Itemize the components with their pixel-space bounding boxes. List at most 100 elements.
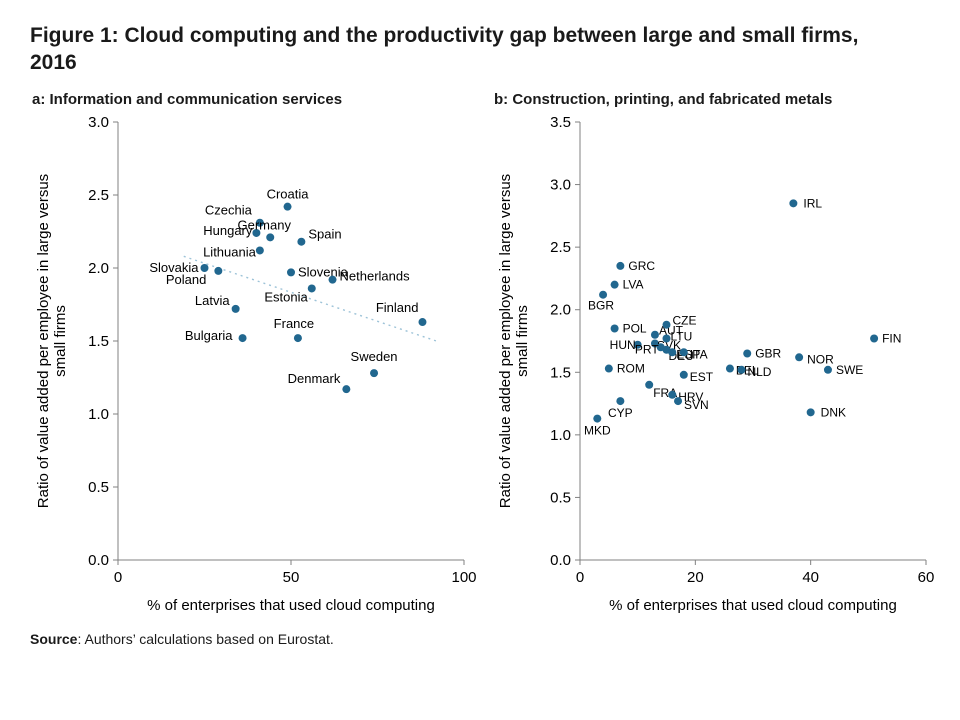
data-point <box>418 317 427 326</box>
point-label: Denmark <box>288 371 341 386</box>
point-label: MKD <box>584 423 611 437</box>
y-tick-label: 1.5 <box>550 364 571 381</box>
x-axis-label: % of enterprises that used cloud computi… <box>609 597 897 614</box>
x-tick-label: 0 <box>576 569 584 586</box>
point-label: HRV <box>678 389 703 403</box>
y-tick-label: 0.0 <box>88 552 109 569</box>
y-tick-label: 2.5 <box>550 239 571 256</box>
data-point <box>870 334 879 343</box>
x-tick-label: 0 <box>114 569 122 586</box>
data-point <box>674 396 683 405</box>
point-label: ROM <box>617 361 645 375</box>
panel-b-title: b: Construction, printing, and fabricate… <box>494 90 833 108</box>
scatter-chart-b: 0.0 0.5 1.0 1.5 2.0 2.5 3.0 3.5 0 20 40 60 MKD BGR ROM… <box>497 114 935 614</box>
point-label: POL <box>623 321 647 335</box>
point-label: BGR <box>588 298 614 312</box>
data-point <box>645 380 654 389</box>
data-point <box>214 266 223 275</box>
data-point <box>650 339 659 348</box>
point-label: Netherlands <box>340 268 411 283</box>
x-tick-label: 40 <box>802 569 819 586</box>
data-point <box>370 368 379 377</box>
data-point <box>200 263 209 272</box>
data-point <box>307 284 316 293</box>
data-point <box>789 198 798 207</box>
point-label: Spain <box>308 226 341 241</box>
data-point <box>662 334 671 343</box>
source-label: Source <box>30 630 78 647</box>
y-tick-label: 1.0 <box>550 426 571 443</box>
data-point <box>255 218 264 227</box>
panel-b: b: Construction, printing, and fabricate… <box>492 91 944 623</box>
point-label: Poland <box>166 272 206 287</box>
data-point <box>599 290 608 299</box>
x-axis-label: % of enterprises that used cloud computi… <box>147 597 435 614</box>
data-point <box>293 333 302 342</box>
data-point <box>593 414 602 423</box>
data-point <box>743 349 752 358</box>
data-point <box>737 365 746 374</box>
x-tick-label: 100 <box>451 569 476 586</box>
y-tick-label: 3.0 <box>88 114 109 131</box>
data-point <box>283 202 292 211</box>
point-label: SVN <box>684 398 709 412</box>
point-label: PRT <box>635 342 659 356</box>
source-note: Source: Authors’ calculations based on E… <box>30 631 932 647</box>
data-point <box>287 267 295 276</box>
trend-line <box>183 255 437 342</box>
point-label: Hungary <box>203 223 253 238</box>
x-tick-label: 50 <box>283 569 300 586</box>
point-label: CYP <box>608 406 633 420</box>
data-point <box>610 324 619 333</box>
y-tick-label: 0.0 <box>550 552 571 569</box>
data-point <box>679 370 688 379</box>
panel-a: a: Information and communication service… <box>30 91 482 623</box>
point-label: NLD <box>747 364 771 378</box>
data-point <box>668 347 677 356</box>
x-tick-label: 20 <box>687 569 704 586</box>
data-point <box>668 390 677 399</box>
data-point <box>610 280 619 289</box>
data-point <box>255 246 264 255</box>
point-label: SWE <box>836 362 863 376</box>
point-label: Sweden <box>351 349 398 364</box>
y-tick-label: 0.5 <box>550 489 571 506</box>
y-tick-label: 3.0 <box>550 176 571 193</box>
y-tick-label: 1.0 <box>88 406 109 423</box>
point-label: CZE <box>673 313 697 327</box>
point-label: France <box>274 316 314 331</box>
data-point <box>633 340 642 349</box>
point-label: Czechia <box>205 202 253 217</box>
point-label: Slovakia <box>149 260 199 275</box>
point-label: ITA <box>690 347 708 361</box>
data-point <box>231 304 240 313</box>
x-tick-label: 60 <box>918 569 935 586</box>
data-point <box>238 333 247 342</box>
point-label: Latvia <box>195 292 230 307</box>
y-tick-label: 3.5 <box>550 114 571 131</box>
y-tick-label: 2.5 <box>88 187 109 204</box>
y-axis-label: Ratio of value added per employee in lar… <box>35 173 69 507</box>
point-label: HUN <box>610 337 636 351</box>
point-label: Germany <box>238 217 292 232</box>
data-point <box>252 228 261 237</box>
data-point <box>297 237 306 246</box>
scatter-chart-a: 0.0 0.5 1.0 1.5 2.0 2.5 3.0 0 50 100 SlovakiaPolan… <box>35 114 477 614</box>
y-tick-label: 0.5 <box>88 479 109 496</box>
data-point <box>342 384 351 393</box>
point-label: Slovenia <box>298 264 349 279</box>
point-label: NOR <box>807 352 834 366</box>
data-point <box>679 347 688 356</box>
point-label: IRL <box>803 196 822 210</box>
figure-page: Figure 1: Cloud computing and the produc… <box>30 24 944 647</box>
data-point <box>616 261 625 270</box>
point-label: FIN <box>882 331 901 345</box>
figure-title: Figure 1: Cloud computing and the produc… <box>30 24 859 75</box>
data-point <box>650 330 659 339</box>
data-point <box>806 407 815 416</box>
point-label: GBR <box>755 346 781 360</box>
data-point <box>328 275 337 284</box>
point-label: GRC <box>628 259 655 273</box>
point-label: Estonia <box>264 289 308 304</box>
data-point <box>795 352 804 361</box>
